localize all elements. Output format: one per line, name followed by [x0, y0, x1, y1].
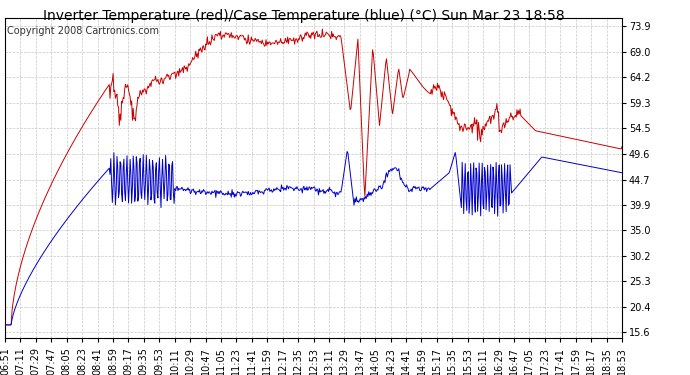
Text: Copyright 2008 Cartronics.com: Copyright 2008 Cartronics.com: [7, 26, 159, 36]
Text: Inverter Temperature (red)/Case Temperature (blue) (°C) Sun Mar 23 18:58: Inverter Temperature (red)/Case Temperat…: [43, 9, 564, 23]
